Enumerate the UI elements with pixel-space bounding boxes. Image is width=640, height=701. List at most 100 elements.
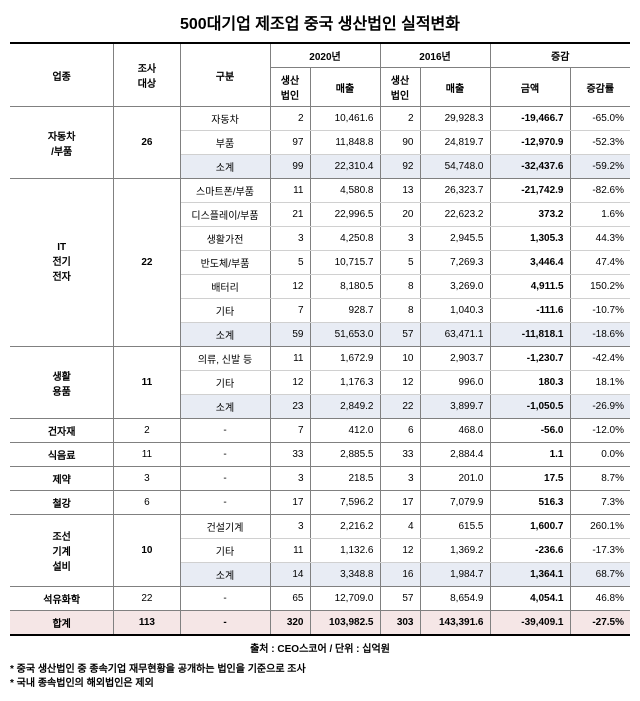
- corp2020-cell: 14: [270, 563, 310, 587]
- corp2016-cell: 12: [380, 539, 420, 563]
- rate-cell: -10.7%: [570, 299, 630, 323]
- division-cell: -: [180, 491, 270, 515]
- division-cell: 의류, 신발 등: [180, 347, 270, 371]
- corp2016-cell: 4: [380, 515, 420, 539]
- targets-cell: 3: [114, 467, 180, 491]
- data-table: 업종 조사 대상 구분 2020년 2016년 증감 생산 법인 매출 생산 법…: [10, 42, 630, 636]
- division-cell: 자동차: [180, 107, 270, 131]
- col-2020-sales: 매출: [310, 68, 380, 107]
- sales2020-cell: 1,132.6: [310, 539, 380, 563]
- sales2016-cell: 1,369.2: [420, 539, 490, 563]
- sales2020-cell: 10,461.6: [310, 107, 380, 131]
- sales2020-cell: 2,216.2: [310, 515, 380, 539]
- amount-cell: 4,054.1: [490, 587, 570, 611]
- amount-cell: 3,446.4: [490, 251, 570, 275]
- category-cell: 조선 기계 설비: [10, 515, 114, 587]
- col-2016: 2016년: [380, 43, 490, 68]
- targets-cell: 10: [114, 515, 180, 587]
- total-row: 합계113-320103,982.5303143,391.6-39,409.1-…: [10, 611, 630, 636]
- division-cell: -: [180, 611, 270, 636]
- sales2020-cell: 2,885.5: [310, 443, 380, 467]
- rate-cell: 44.3%: [570, 227, 630, 251]
- table-row: 조선 기계 설비10건설기계32,216.24615.51,600.7260.1…: [10, 515, 630, 539]
- sales2016-cell: 24,819.7: [420, 131, 490, 155]
- sales2020-cell: 1,176.3: [310, 371, 380, 395]
- amount-cell: 1,305.3: [490, 227, 570, 251]
- rate-cell: -12.0%: [570, 419, 630, 443]
- corp2016-cell: 33: [380, 443, 420, 467]
- sales2020-cell: 103,982.5: [310, 611, 380, 636]
- table-row: 건자재2-7412.06468.0-56.0-12.0%: [10, 419, 630, 443]
- targets-cell: 22: [114, 179, 180, 347]
- table-row: 자동차 /부품26자동차210,461.6229,928.3-19,466.7-…: [10, 107, 630, 131]
- table-row: 석유화학22-6512,709.0578,654.94,054.146.8%: [10, 587, 630, 611]
- division-cell: 반도체/부품: [180, 251, 270, 275]
- division-cell: 디스플레이/부품: [180, 203, 270, 227]
- division-cell: 부품: [180, 131, 270, 155]
- sales2016-cell: 2,945.5: [420, 227, 490, 251]
- sales2020-cell: 218.5: [310, 467, 380, 491]
- col-2016-sales: 매출: [420, 68, 490, 107]
- corp2016-cell: 8: [380, 275, 420, 299]
- corp2020-cell: 11: [270, 179, 310, 203]
- corp2016-cell: 8: [380, 299, 420, 323]
- sales2016-cell: 29,928.3: [420, 107, 490, 131]
- footnote-2: * 국내 종속법인의 해외법인은 제외: [10, 677, 630, 691]
- corp2016-cell: 12: [380, 371, 420, 395]
- division-cell: 기타: [180, 539, 270, 563]
- rate-cell: 7.3%: [570, 491, 630, 515]
- col-amount: 금액: [490, 68, 570, 107]
- corp2016-cell: 57: [380, 323, 420, 347]
- amount-cell: -12,970.9: [490, 131, 570, 155]
- division-cell: -: [180, 419, 270, 443]
- amount-cell: -11,818.1: [490, 323, 570, 347]
- rate-cell: -65.0%: [570, 107, 630, 131]
- corp2020-cell: 59: [270, 323, 310, 347]
- corp2016-cell: 5: [380, 251, 420, 275]
- amount-cell: 180.3: [490, 371, 570, 395]
- sales2016-cell: 7,269.3: [420, 251, 490, 275]
- category-cell: 건자재: [10, 419, 114, 443]
- corp2020-cell: 5: [270, 251, 310, 275]
- amount-cell: -56.0: [490, 419, 570, 443]
- corp2020-cell: 2: [270, 107, 310, 131]
- rate-cell: 8.7%: [570, 467, 630, 491]
- rate-cell: 150.2%: [570, 275, 630, 299]
- division-cell: 건설기계: [180, 515, 270, 539]
- corp2016-cell: 57: [380, 587, 420, 611]
- rate-cell: 46.8%: [570, 587, 630, 611]
- corp2020-cell: 3: [270, 467, 310, 491]
- sales2016-cell: 468.0: [420, 419, 490, 443]
- category-cell: 석유화학: [10, 587, 114, 611]
- targets-cell: 11: [114, 347, 180, 419]
- targets-cell: 6: [114, 491, 180, 515]
- source-text: 출처 : CEO스코어 / 단위 : 십억원: [10, 640, 630, 655]
- division-cell: 소계: [180, 323, 270, 347]
- sales2016-cell: 8,654.9: [420, 587, 490, 611]
- col-category: 업종: [10, 43, 114, 107]
- corp2016-cell: 6: [380, 419, 420, 443]
- amount-cell: -21,742.9: [490, 179, 570, 203]
- sales2020-cell: 22,996.5: [310, 203, 380, 227]
- corp2020-cell: 33: [270, 443, 310, 467]
- sales2016-cell: 615.5: [420, 515, 490, 539]
- corp2020-cell: 21: [270, 203, 310, 227]
- sales2020-cell: 2,849.2: [310, 395, 380, 419]
- sales2016-cell: 1,984.7: [420, 563, 490, 587]
- category-cell: 생활 용품: [10, 347, 114, 419]
- corp2016-cell: 20: [380, 203, 420, 227]
- sales2020-cell: 4,250.8: [310, 227, 380, 251]
- division-cell: 기타: [180, 299, 270, 323]
- corp2020-cell: 11: [270, 539, 310, 563]
- footnotes: * 중국 생산법인 중 종속기업 재무현황을 공개하는 법인을 기준으로 조사 …: [10, 663, 630, 691]
- division-cell: 배터리: [180, 275, 270, 299]
- amount-cell: -236.6: [490, 539, 570, 563]
- col-change: 증감: [490, 43, 630, 68]
- sales2020-cell: 928.7: [310, 299, 380, 323]
- sales2016-cell: 996.0: [420, 371, 490, 395]
- corp2020-cell: 3: [270, 227, 310, 251]
- rate-cell: -26.9%: [570, 395, 630, 419]
- sales2020-cell: 22,310.4: [310, 155, 380, 179]
- table-row: 철강6-177,596.2177,079.9516.37.3%: [10, 491, 630, 515]
- amount-cell: 373.2: [490, 203, 570, 227]
